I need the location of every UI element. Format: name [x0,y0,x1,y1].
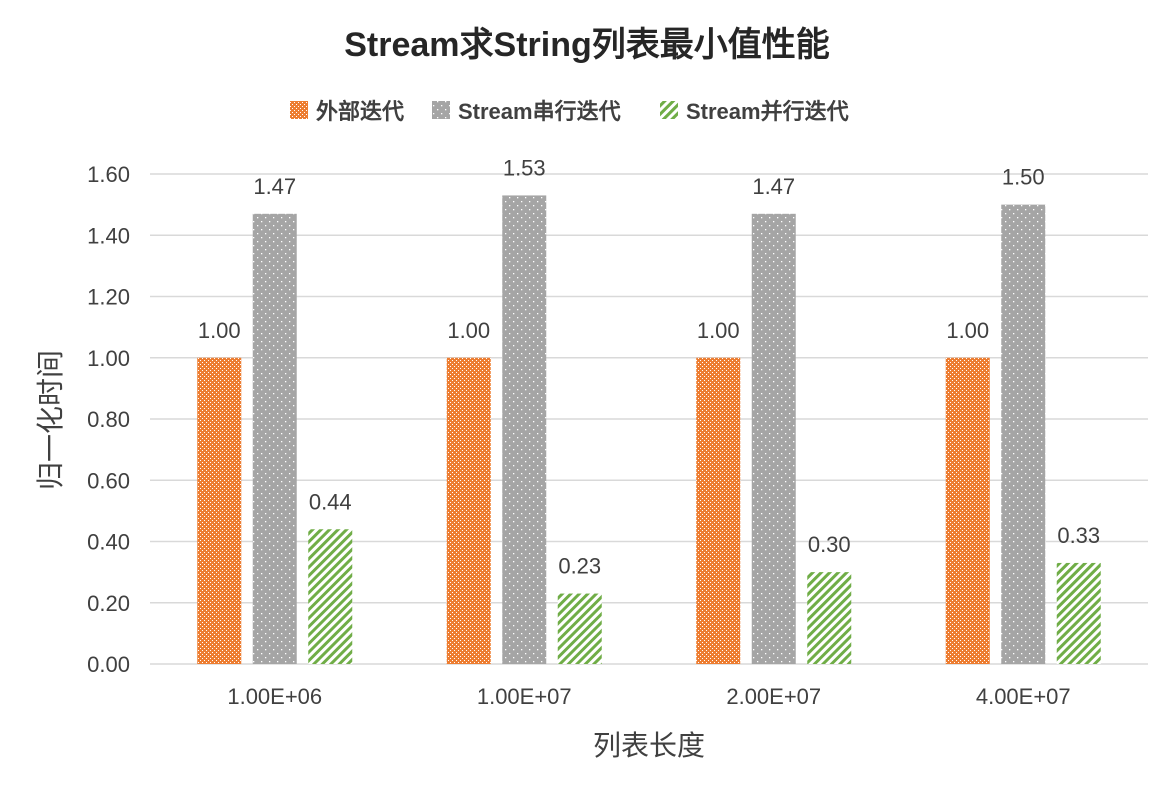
legend: 外部迭代 Stream串行迭代 Stream并行迭代 [290,99,849,124]
y-tick-label: 0.20 [87,591,130,616]
y-tick-label: 0.40 [87,530,130,555]
bar-0-2 [696,357,741,664]
y-tick-label: 1.20 [87,285,130,310]
legend-entry-2: Stream并行迭代 [686,99,849,124]
data-label: 0.30 [808,532,851,557]
x-tick-label: 2.00E+07 [726,684,821,709]
data-label: 1.00 [697,318,740,343]
bar-1-0 [252,213,297,664]
legend-swatch-0 [290,101,308,119]
y-tick-label: 1.60 [87,162,130,187]
data-label: 0.44 [309,489,352,514]
bar-1-2 [751,213,796,664]
y-axis-label: 归一化时间 [35,350,66,490]
y-tick-label: 1.40 [87,223,130,248]
chart-title: Stream求String列表最小值性能 [344,26,830,64]
data-label: 1.00 [198,318,241,343]
legend-entry-0: 外部迭代 [316,99,404,124]
legend-entry-1: Stream串行迭代 [458,99,621,124]
bar-1-1 [502,195,547,664]
legend-swatch-2 [660,101,678,119]
bar-0-0 [197,357,242,664]
y-tick-label: 0.80 [87,407,130,432]
bar-2-3 [1056,562,1101,664]
x-tick-label: 1.00E+06 [227,684,322,709]
y-tick-label: 1.00 [87,346,130,371]
data-label: 1.47 [253,174,296,199]
y-tick-label: 0.60 [87,468,130,493]
x-tick-label: 1.00E+07 [477,684,572,709]
data-label: 1.00 [946,318,989,343]
bar-2-2 [807,572,852,664]
bar-0-1 [446,357,491,664]
x-tick-label: 4.00E+07 [976,684,1071,709]
data-label: 1.50 [1002,165,1045,190]
data-label: 1.00 [447,318,490,343]
bar-2-0 [308,529,353,664]
bar-1-3 [1001,204,1046,664]
legend-swatch-1 [432,101,450,119]
bar-0-3 [945,357,990,664]
data-label: 0.33 [1057,523,1100,548]
data-label: 1.47 [752,174,795,199]
y-tick-label: 0.00 [87,652,130,677]
x-axis-label: 列表长度 [593,730,705,761]
data-label: 1.53 [503,155,546,180]
data-label: 0.23 [558,554,601,579]
bar-2-1 [557,593,602,664]
